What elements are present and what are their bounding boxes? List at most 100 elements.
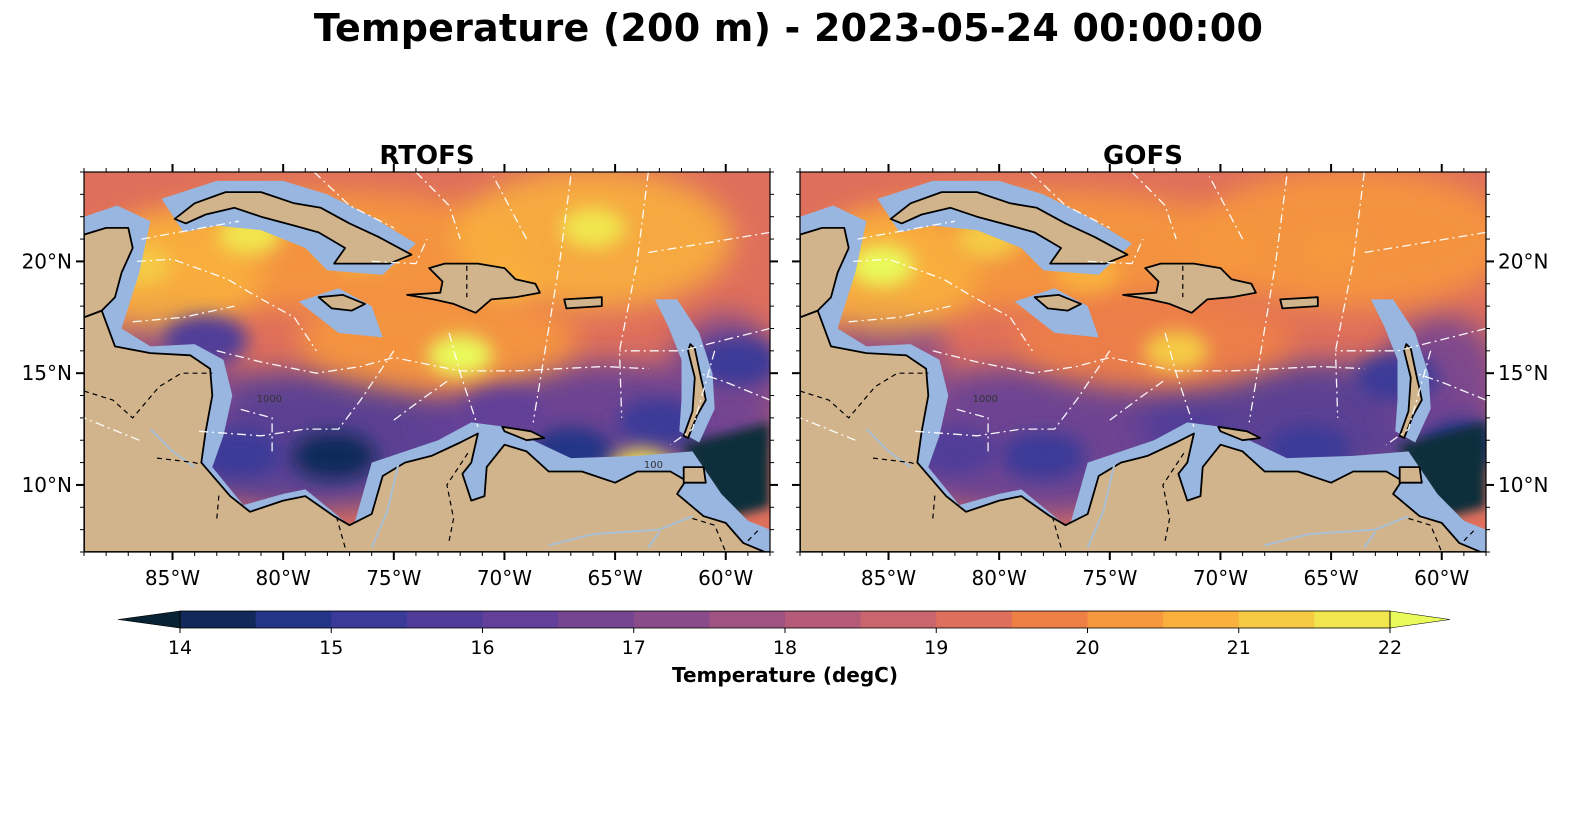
land-hispaniola bbox=[406, 262, 541, 314]
colorbar-segment bbox=[1011, 611, 1089, 628]
colorbar-segment bbox=[331, 611, 408, 628]
eez-boundary bbox=[415, 172, 461, 240]
x-tick-label: 65°W bbox=[587, 566, 642, 590]
colorbar-segment bbox=[1238, 611, 1315, 628]
colorbar-segment bbox=[180, 611, 257, 628]
land-islandsABC bbox=[501, 425, 546, 442]
country-border bbox=[216, 493, 220, 519]
country-border bbox=[84, 372, 213, 419]
contour-label: 100 bbox=[644, 460, 663, 471]
eez-boundary bbox=[1386, 350, 1432, 446]
x-tick-labels-gofs: 85°W 80°W 75°W 70°W 65°W 60°W bbox=[861, 566, 1470, 590]
colorbar-segments bbox=[117, 610, 1451, 629]
y-tick-label: 20°N bbox=[1498, 249, 1548, 273]
warm-anomaly bbox=[560, 207, 625, 248]
land-islandsABC bbox=[1217, 425, 1262, 442]
colorbar-extend-high bbox=[1389, 610, 1451, 629]
river-line bbox=[548, 515, 693, 547]
map-clip-group: 1000 bbox=[800, 172, 1486, 552]
colorbar-segment bbox=[558, 611, 635, 628]
colorbar-segment bbox=[255, 611, 332, 628]
contour-label: 1000 bbox=[973, 394, 998, 405]
eez-boundary bbox=[1131, 172, 1177, 240]
colorbar-tick-label: 22 bbox=[1378, 637, 1402, 659]
colorbar-tick-label: 20 bbox=[1075, 637, 1099, 659]
map-frame bbox=[799, 171, 1487, 553]
eez-boundary bbox=[238, 408, 273, 452]
map-body-gofs: 1000 bbox=[792, 164, 1494, 560]
land-jamaica bbox=[317, 293, 366, 312]
warm-anomaly bbox=[1144, 330, 1209, 371]
river-line bbox=[370, 464, 400, 548]
colorbar-label: Temperature (degC) bbox=[672, 663, 898, 687]
eez-boundary bbox=[1109, 379, 1166, 421]
colorbar-segment bbox=[406, 611, 484, 628]
colorbar-tick-label: 17 bbox=[622, 637, 646, 659]
x-tick-label: 70°W bbox=[1193, 566, 1248, 590]
warm-anomaly bbox=[849, 245, 914, 286]
country-border bbox=[747, 529, 760, 542]
eez-boundary bbox=[532, 176, 572, 423]
colorbar-segment bbox=[709, 611, 786, 628]
colorbar-tick-label: 18 bbox=[773, 637, 797, 659]
warm-anomaly bbox=[1299, 230, 1364, 271]
colorbar-tick-label: 14 bbox=[168, 637, 192, 659]
colorbar-segment bbox=[1163, 611, 1240, 628]
land-hispaniola bbox=[1122, 262, 1257, 314]
x-tick-label: 60°W bbox=[1414, 566, 1469, 590]
warm-anomaly bbox=[428, 335, 493, 376]
x-tick-label: 65°W bbox=[1303, 566, 1358, 590]
map-frame bbox=[83, 171, 771, 553]
eez-boundary bbox=[648, 231, 770, 254]
land-yucatan bbox=[800, 226, 850, 319]
x-tick-label: 80°W bbox=[972, 566, 1027, 590]
land-jamaica bbox=[1033, 293, 1082, 312]
eez-boundary bbox=[1334, 172, 1365, 418]
x-tick-labels-rtofs: 85°W 80°W 75°W 70°W 65°W 60°W bbox=[145, 566, 754, 590]
figure-title: Temperature (200 m) - 2023-05-24 00:00:0… bbox=[313, 6, 1264, 50]
x-tick-label: 60°W bbox=[698, 566, 753, 590]
cold-anomaly bbox=[1001, 431, 1086, 480]
x-tick-label: 85°W bbox=[861, 566, 916, 590]
land-puertoRico bbox=[1279, 296, 1319, 310]
eez-boundary bbox=[915, 350, 1111, 437]
land-trinidad bbox=[1398, 466, 1423, 484]
eez-boundary bbox=[618, 172, 649, 418]
x-tick-label: 75°W bbox=[366, 566, 421, 590]
map-clip-group: 1000 100 bbox=[84, 172, 770, 552]
eez-boundary bbox=[857, 220, 956, 240]
map-body-rtofs: 1000 100 bbox=[76, 164, 778, 560]
colorbar-segment bbox=[860, 611, 937, 628]
eez-boundary bbox=[141, 220, 240, 240]
country-border bbox=[932, 493, 936, 519]
cold-anomaly bbox=[694, 338, 770, 386]
x-tick-label: 85°W bbox=[145, 566, 200, 590]
eez-boundary bbox=[954, 408, 989, 452]
x-tick-label: 70°W bbox=[477, 566, 532, 590]
colorbar-segment bbox=[936, 611, 1013, 628]
continental-shelf bbox=[298, 288, 383, 338]
map-panel-gofs: GOFS 1000 85°W 80°W 75°W 70°W 65°W 60°W 20°N 1… bbox=[792, 141, 1548, 590]
colorbar-segment bbox=[1087, 611, 1164, 628]
country-border bbox=[872, 457, 918, 466]
colorbar-tick-label: 21 bbox=[1227, 637, 1251, 659]
eez-boundary bbox=[1364, 231, 1486, 254]
country-border bbox=[446, 451, 470, 541]
y-tick-label: 20°N bbox=[22, 249, 72, 273]
eez-boundary bbox=[492, 176, 528, 240]
land-centralAmerica bbox=[84, 309, 770, 552]
colorbar-tick-label: 16 bbox=[470, 637, 494, 659]
eez-boundary bbox=[313, 172, 395, 229]
eez-boundary bbox=[932, 350, 1365, 374]
y-tick-label: 15°N bbox=[22, 361, 72, 385]
colorbar-segment bbox=[785, 611, 862, 628]
eez-boundary bbox=[393, 379, 450, 421]
country-border bbox=[156, 457, 202, 466]
map-panel-rtofs: RTOFS 1000 100 85°W 80°W 75°W 70°W 65°W 60°W 2… bbox=[22, 141, 778, 590]
eez-boundary bbox=[216, 350, 649, 374]
eez-boundary bbox=[670, 350, 716, 446]
land-puertoRico bbox=[563, 296, 603, 310]
eez-boundary bbox=[371, 238, 428, 265]
colorbar-ticks: 14 15 16 17 18 19 20 21 22 bbox=[168, 628, 1402, 659]
